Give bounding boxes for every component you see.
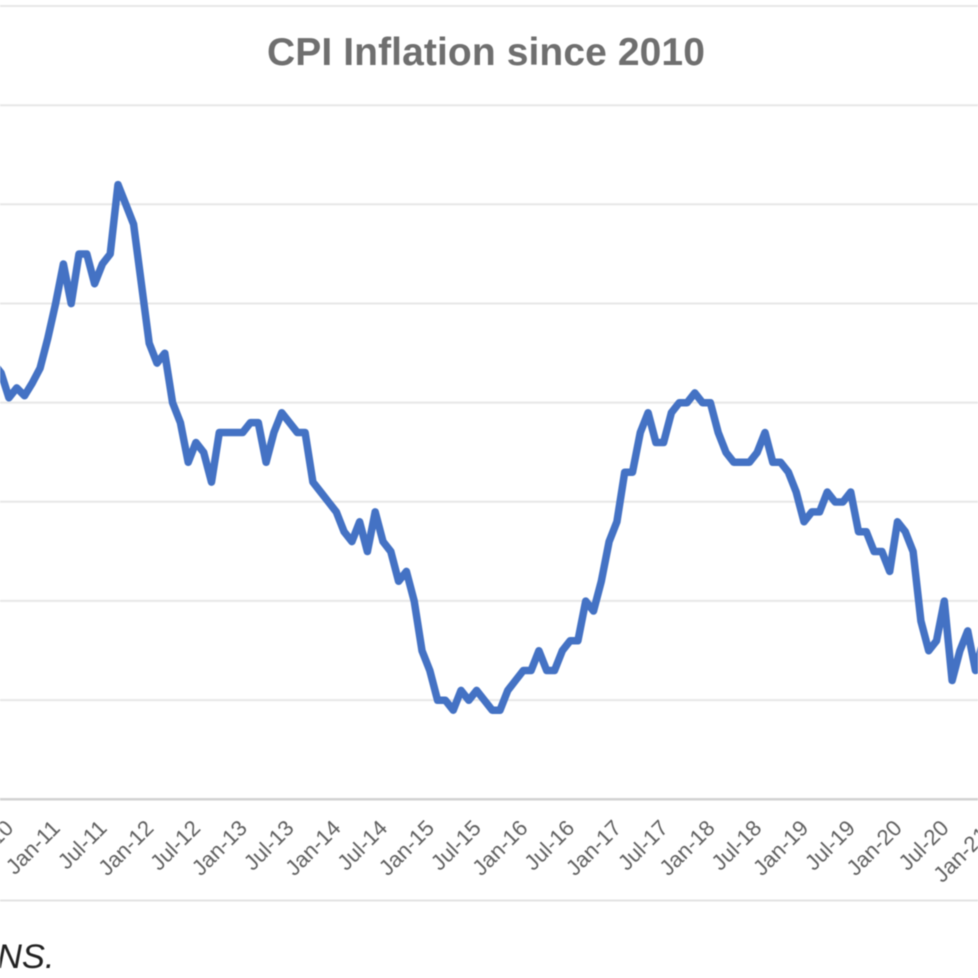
svg-text:NS.: NS. [0, 938, 55, 976]
svg-text:CPI Inflation since 2010: CPI Inflation since 2010 [267, 31, 705, 74]
